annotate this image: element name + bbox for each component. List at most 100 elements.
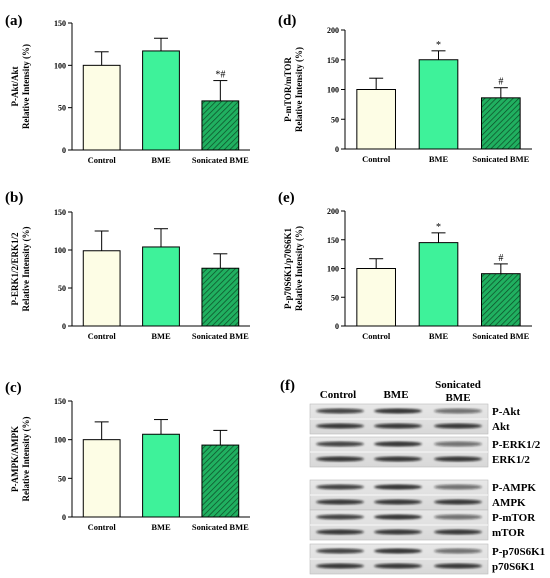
x-category-label: BME bbox=[151, 155, 171, 165]
blot-band bbox=[374, 548, 422, 554]
chart-d: (d) 0 50 100 150 200 P-mTOR/mTOR Relative Inten… bbox=[278, 13, 532, 164]
blot-band bbox=[434, 441, 482, 447]
y-tick-label: 0 bbox=[62, 146, 66, 155]
x-category-label: Control bbox=[88, 155, 117, 165]
blot-band bbox=[374, 423, 422, 429]
significance-mark: *# bbox=[215, 70, 225, 81]
blot-band bbox=[316, 408, 364, 414]
panel-label: (a) bbox=[5, 13, 23, 29]
blot-row-label: mTOR bbox=[492, 527, 526, 539]
blot-band bbox=[316, 499, 364, 505]
x-category-label: Sonicated BME bbox=[192, 155, 249, 165]
blot-band bbox=[434, 484, 482, 490]
blot-row-label: Akt bbox=[492, 421, 510, 433]
blot-column-label: BME bbox=[445, 392, 470, 404]
y-tick-label: 100 bbox=[54, 246, 66, 255]
blot-band bbox=[434, 408, 482, 414]
y-axis-label-units: Relative Intensity (%) bbox=[21, 417, 31, 502]
blot-strip: P-ERK1/2 ERK1/2 bbox=[309, 436, 541, 468]
bar-control bbox=[82, 64, 121, 151]
blot-row-label: P-ERK1/2 bbox=[492, 439, 541, 451]
bar-control bbox=[356, 89, 396, 150]
blot-band bbox=[316, 456, 364, 462]
y-axis-label-units: Relative Intensity (%) bbox=[294, 226, 304, 311]
blot-band bbox=[434, 529, 482, 535]
blot-column-label: Sonicated bbox=[435, 379, 481, 391]
y-axis-label: P-ERK1/2/ERK1/2 bbox=[10, 232, 20, 306]
chart-e: (e) 0 50 100 150 200 P-p70S6K1/p70S6K1 Relative… bbox=[278, 190, 532, 341]
significance-mark: # bbox=[498, 253, 503, 264]
x-category-label: BME bbox=[429, 331, 449, 341]
blot-band bbox=[316, 548, 364, 554]
western-blot-panel: (f)Control BMESonicatedBMEP-AktAktP-ERK1/… bbox=[280, 378, 545, 575]
y-axis-label-units: Relative Intensity (%) bbox=[21, 44, 31, 129]
blot-band bbox=[374, 456, 422, 462]
chart-a: (a) 0 50 100 150 P-Akt/Akt Relative Intensity … bbox=[5, 13, 250, 165]
x-category-label: Control bbox=[362, 331, 391, 341]
y-tick-label: 0 bbox=[335, 145, 339, 154]
blot-band bbox=[316, 514, 364, 520]
blot-band bbox=[434, 423, 482, 429]
blot-strip: P-AMPK AMPK bbox=[309, 479, 536, 511]
y-tick-label: 150 bbox=[54, 208, 66, 217]
blot-strip: P-mTOR mTOR bbox=[309, 509, 536, 541]
bar-bme bbox=[418, 242, 459, 327]
y-tick-label: 100 bbox=[327, 265, 339, 274]
bar-bme bbox=[142, 50, 180, 151]
y-tick-label: 200 bbox=[327, 26, 339, 35]
blot-band bbox=[374, 408, 422, 414]
y-tick-label: 100 bbox=[54, 436, 66, 445]
y-tick-label: 0 bbox=[335, 322, 339, 331]
blot-row-label: AMPK bbox=[492, 497, 526, 509]
y-tick-label: 200 bbox=[327, 207, 339, 216]
bar-sonicated-bme bbox=[481, 97, 521, 150]
bar-sonicated-bme bbox=[201, 267, 240, 327]
blot-band bbox=[374, 499, 422, 505]
bar-sonicated-bme bbox=[481, 273, 521, 327]
x-category-label: Control bbox=[88, 331, 117, 341]
blot-band bbox=[434, 548, 482, 554]
blot-band bbox=[316, 441, 364, 447]
panel-label: (b) bbox=[5, 190, 23, 206]
y-tick-label: 150 bbox=[327, 56, 339, 65]
blot-band bbox=[434, 514, 482, 520]
blot-column-label: Control bbox=[320, 389, 356, 401]
y-tick-label: 50 bbox=[331, 115, 339, 124]
bar-control bbox=[82, 250, 121, 327]
chart-c: (c) 0 50 100 150 P-AMPK/AMPK Relative Intensit… bbox=[5, 380, 250, 532]
bar-sonicated-bme bbox=[201, 100, 240, 151]
blot-band bbox=[374, 484, 422, 490]
panel-label: (d) bbox=[278, 13, 296, 29]
y-tick-label: 50 bbox=[331, 293, 339, 302]
panel-label: (c) bbox=[5, 380, 22, 396]
blot-band bbox=[374, 563, 422, 569]
y-tick-label: 150 bbox=[54, 19, 66, 28]
x-category-label: Sonicated BME bbox=[192, 522, 249, 532]
blot-row-label: ERK1/2 bbox=[492, 454, 530, 466]
blot-column-label: BME bbox=[383, 389, 408, 401]
y-axis-label-units: Relative Intensity (%) bbox=[294, 47, 304, 132]
blot-band bbox=[374, 441, 422, 447]
blot-strip: P-Akt Akt bbox=[309, 403, 520, 435]
chart-b: (b) 0 50 100 150 P-ERK1/2/ERK1/2 Relative Inte… bbox=[5, 190, 250, 341]
y-tick-label: 50 bbox=[58, 474, 66, 483]
panel-label: (f) bbox=[280, 378, 295, 394]
blot-row-label: P-p70S6K1 bbox=[492, 546, 545, 558]
blot-band bbox=[374, 514, 422, 520]
x-category-label: BME bbox=[429, 154, 449, 164]
blot-band bbox=[316, 563, 364, 569]
blot-band bbox=[434, 456, 482, 462]
x-category-label: Control bbox=[88, 522, 117, 532]
blot-row-label: p70S6K1 bbox=[492, 561, 535, 573]
blot-band bbox=[316, 529, 364, 535]
y-tick-label: 100 bbox=[327, 86, 339, 95]
y-tick-label: 150 bbox=[54, 397, 66, 406]
significance-mark: # bbox=[498, 77, 503, 88]
blot-band bbox=[374, 529, 422, 535]
y-axis-label: P-Akt/Akt bbox=[10, 66, 20, 106]
panel-label: (e) bbox=[278, 190, 295, 206]
x-category-label: Sonicated BME bbox=[192, 331, 249, 341]
y-axis-label: P-AMPK/AMPK bbox=[10, 426, 20, 492]
y-axis-label-units: Relative Intensity (%) bbox=[21, 227, 31, 312]
